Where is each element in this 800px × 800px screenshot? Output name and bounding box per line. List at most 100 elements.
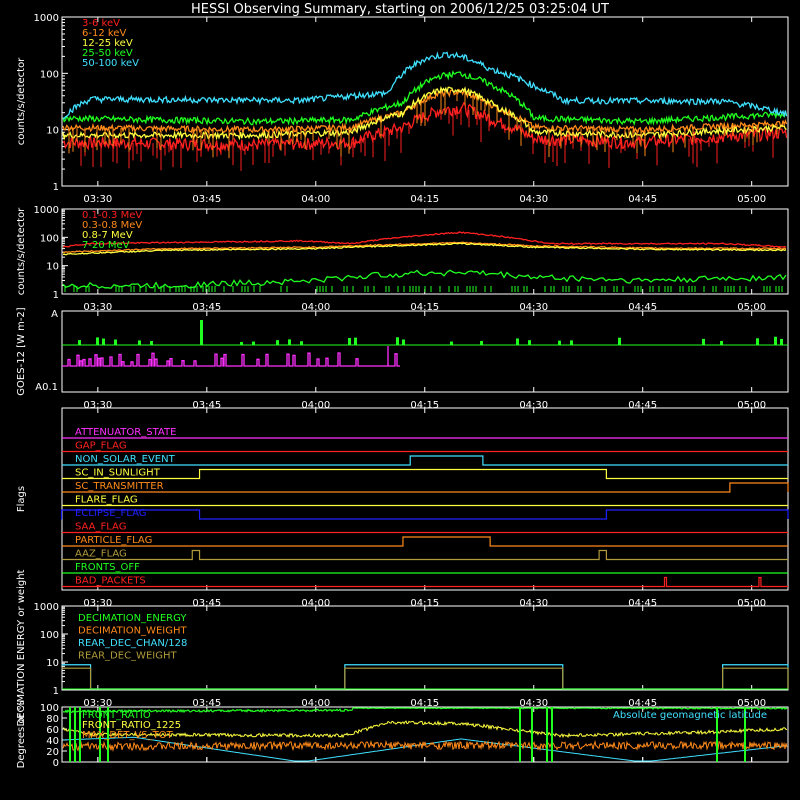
goes-long-spike (396, 337, 399, 345)
time-tick-label: 04:15 (410, 400, 439, 411)
time-tick-label: 04:30 (519, 194, 548, 205)
time-tick-label: 04:00 (301, 194, 330, 205)
time-tick-label: 05:00 (737, 302, 766, 313)
time-tick-label: 04:45 (628, 302, 657, 313)
y-tick-label: 10 (46, 126, 59, 137)
time-tick-label: 04:30 (519, 302, 548, 313)
y-axis-label: Degrees or % (16, 701, 27, 769)
y-tick-label: 100 (40, 69, 59, 80)
y-axis-label: Flags (16, 486, 27, 512)
goes-long-spike (618, 337, 621, 345)
series-line-25-50-keV (62, 69, 787, 126)
goes-long-spike (720, 340, 723, 345)
time-tick-label: 04:45 (628, 194, 657, 205)
time-tick-label: 04:00 (301, 698, 330, 709)
y-tick-label: 1 (53, 686, 59, 697)
flag-label: NON_SOLAR_EVENT (75, 454, 176, 465)
time-tick-label: 03:30 (83, 194, 112, 205)
flag-label: BAD_PACKETS (75, 576, 146, 587)
flag-trace (60, 509, 789, 520)
flag-label: SC_TRANSMITTER (75, 481, 164, 492)
legend-entry: REAR_DEC_CHAN/128 (78, 638, 187, 649)
time-tick-label: 04:00 (301, 302, 330, 313)
goes-long-spike (780, 338, 783, 345)
goes-long-spike (570, 340, 573, 345)
flag-label: ATTENUATOR_STATE (75, 427, 176, 438)
time-tick-label: 04:30 (519, 400, 548, 411)
legend-entry: 0.8-7 MeV (82, 230, 133, 241)
goes-short-line (62, 352, 400, 367)
right-axis-label: Absolute geomagnetic latitude (613, 710, 767, 721)
goes-long-spike (756, 338, 759, 345)
series-line-7-20-MeV (62, 269, 787, 290)
flag-trace (62, 536, 788, 547)
series-line-0.8-7-MeV (62, 242, 787, 256)
time-tick-label: 04:45 (628, 698, 657, 709)
y-tick-label: 100 (40, 703, 59, 714)
flag-label: PARTICLE_FLAG (75, 535, 152, 546)
panel-frame-2 (61, 208, 789, 295)
goes-long-spike (138, 340, 141, 345)
y-tick-label: 0 (53, 758, 59, 769)
time-tick-label: 05:00 (737, 194, 766, 205)
goes-long-spike (516, 338, 519, 345)
time-tick-label: 03:30 (83, 400, 112, 411)
legend-entry: DECIMATION_ENERGY (78, 613, 187, 624)
flag-trace (62, 455, 788, 466)
legend-entry: 12-25 keV (82, 38, 133, 49)
goes-long-spike (114, 339, 117, 345)
y-tick-label: 60 (46, 725, 59, 736)
flag-trace (62, 576, 788, 588)
goes-long-spike (450, 341, 453, 345)
y-tick-label: 10 (46, 658, 59, 669)
y-tick-label: 80 (46, 714, 59, 725)
y-tick-label: 10 (46, 262, 59, 273)
goes-long-spike (252, 341, 255, 345)
panel-frame-3 (61, 310, 789, 393)
time-tick-label: 03:30 (83, 598, 112, 609)
flag-label: SC_IN_SUNLIGHT (75, 468, 161, 479)
time-tick-label: 04:15 (410, 302, 439, 313)
flag-label: GAP_FLAG (75, 441, 127, 452)
flag-trace (62, 549, 788, 561)
y-tick-label: 20 (46, 747, 59, 758)
time-tick-label: 03:45 (192, 400, 221, 411)
goes-long-spike (348, 337, 351, 345)
goes-long-spike (480, 340, 483, 345)
decimation-trace (61, 667, 789, 690)
y-tick-label: A (51, 309, 58, 320)
legend-entry: REAR_DEC_WEIGHT (78, 651, 177, 662)
y-tick-label: 100 (40, 233, 59, 244)
time-tick-label: 04:00 (301, 400, 330, 411)
flag-label: SAA_FLAG (75, 522, 126, 533)
legend-entry: 6-12 keV (82, 28, 126, 39)
y-tick-label: 1000 (34, 13, 59, 24)
series-line-0.1-0.3-MeV (62, 231, 787, 248)
max-det-line (62, 739, 788, 752)
front-ratio-line (62, 707, 788, 714)
chart-title: HESSI Observing Summary, starting on 200… (191, 2, 609, 17)
time-tick-label: 05:00 (737, 598, 766, 609)
time-tick-label: 04:30 (519, 598, 548, 609)
goes-long-spike (240, 341, 243, 345)
front-ratio-1225-line (63, 720, 788, 739)
legend-entry: 0.3-0.8 MeV (82, 220, 142, 231)
y-tick-label: 1000 (34, 205, 59, 216)
flag-trace (62, 482, 789, 493)
time-tick-label: 05:00 (737, 698, 766, 709)
goes-long-spike (96, 337, 99, 345)
goes-long-spike (150, 340, 153, 345)
y-axis-label: GOES-12 [W m-2] (16, 307, 27, 395)
y-tick-label: 100 (40, 630, 59, 641)
flag-label: FRONTS_OFF (75, 562, 140, 573)
goes-long-spike (276, 340, 279, 345)
time-tick-label: 04:45 (628, 400, 657, 411)
y-tick-label: 1000 (34, 602, 59, 613)
goes-long-spike (102, 338, 105, 345)
flag-trace (62, 468, 788, 480)
legend-entry: DECIMATION_WEIGHT (78, 626, 187, 637)
legend-entry: FRONT_RATIO_1225 (82, 720, 181, 731)
time-tick-label: 03:30 (83, 302, 112, 313)
legend-entry: 50-100 keV (82, 58, 139, 69)
